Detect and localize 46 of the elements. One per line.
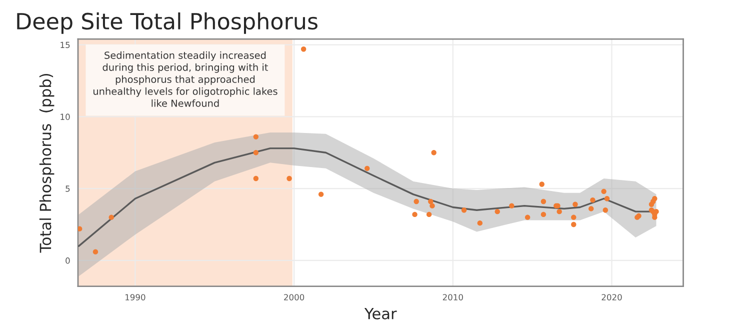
point [604,196,610,202]
y-tick-label: 0 [66,257,70,264]
point [601,188,606,194]
point [428,198,434,204]
point [524,214,530,220]
point [571,222,576,228]
point [108,214,114,220]
point [430,203,435,208]
point [572,202,578,207]
band-label: Sedimentation steadily increased during this period, bringing with it phosphorus that approached unhealthy levels for oligotrophic lakes like Newfound [93,51,278,107]
point [426,212,432,218]
point [300,46,306,52]
x-tick-label: 2020 [602,294,622,300]
point [652,196,658,202]
point [92,249,98,254]
point [318,192,324,197]
point [571,214,576,220]
point [412,212,418,218]
point [602,208,608,213]
point [540,198,546,204]
y-tick-label: 15 [60,42,70,48]
point [253,150,259,156]
point [556,208,562,214]
y-tick-label: 10 [60,114,70,120]
point [431,150,436,156]
point [477,220,483,226]
x-tick-label: 2000 [284,294,304,300]
x-tick-label: 1990 [126,294,146,300]
point [494,208,500,214]
point [414,198,419,204]
point [253,134,259,140]
point [509,203,514,208]
chart-title: Deep Site Total Phosphorus [17,12,318,34]
point [364,166,370,172]
x-axis-title: Year [364,308,397,320]
point [253,176,259,182]
point [588,206,594,212]
point [286,176,292,182]
point [539,182,544,187]
y-tick-label: 5 [66,186,70,192]
point [461,208,467,213]
point [540,212,546,218]
point [78,226,82,232]
y-axis-title: Total Phosphorus (ppb) [39,74,54,253]
point [590,197,596,203]
x-tick-label: 2010 [442,294,463,300]
